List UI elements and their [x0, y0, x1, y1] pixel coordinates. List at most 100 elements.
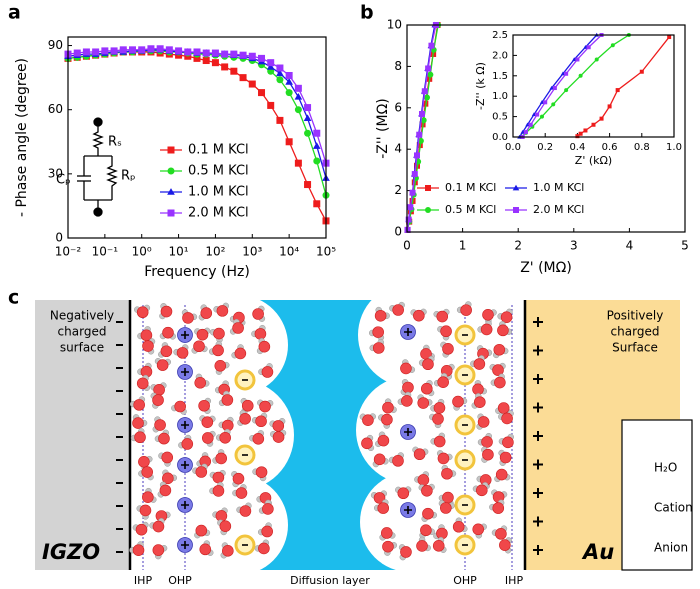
- x-tick-label: 10⁵: [316, 245, 336, 259]
- oxygen: [382, 540, 394, 553]
- electrode-label: IGZO: [42, 540, 100, 564]
- y-tick-label: 10: [387, 18, 402, 32]
- marker: [258, 54, 266, 62]
- oxygen: [472, 523, 485, 536]
- marker: [276, 116, 284, 124]
- legend-label: Anion: [654, 541, 688, 555]
- oxygen: [136, 306, 149, 319]
- marker: [549, 85, 554, 90]
- oxygen: [437, 452, 450, 465]
- x-tick-label: 0.4: [569, 142, 585, 153]
- plus-sign: [181, 461, 189, 469]
- oxygen: [437, 376, 449, 388]
- oxygen: [174, 400, 186, 413]
- plus-sign: [181, 541, 189, 549]
- x-tick-label: 4: [626, 239, 634, 253]
- x-tick-label: 0.8: [634, 142, 650, 153]
- oxygen: [380, 527, 393, 539]
- marker: [528, 122, 533, 127]
- oxygen: [432, 413, 444, 425]
- marker: [425, 185, 431, 191]
- oxygen: [152, 544, 165, 556]
- marker: [167, 209, 175, 217]
- marker: [239, 74, 247, 82]
- marker: [610, 43, 615, 48]
- oxygen: [452, 520, 465, 533]
- plus-sign: [404, 506, 412, 514]
- inset-bg: [513, 35, 674, 137]
- oxygen: [255, 466, 268, 478]
- surface-charge: [533, 402, 543, 413]
- surface-charge: [533, 488, 543, 498]
- oxygen: [162, 472, 174, 485]
- oxygen: [420, 382, 433, 395]
- oxygen: [499, 451, 512, 464]
- plot-frame: [406, 24, 686, 233]
- marker: [147, 45, 155, 53]
- y-tick-label: 4: [394, 142, 402, 156]
- marker: [564, 71, 569, 76]
- x-tick-label: 2: [514, 239, 522, 253]
- oxygen: [133, 399, 145, 411]
- oxygen: [495, 468, 508, 481]
- oxygen: [213, 327, 225, 340]
- y-tick-label: 60: [48, 102, 63, 116]
- oxygen: [252, 308, 264, 320]
- marker: [586, 45, 591, 50]
- legend-label: 0.5 M KCl: [445, 203, 496, 216]
- oxygen: [212, 485, 225, 497]
- surface-charge: [533, 317, 543, 327]
- oxygen: [132, 544, 145, 556]
- marker: [175, 47, 183, 55]
- oxygen: [214, 359, 227, 372]
- x-tick-label: 10³: [242, 245, 262, 259]
- oxygen: [433, 402, 446, 414]
- y-tick-label: 0: [394, 225, 402, 239]
- oxygen: [216, 305, 229, 317]
- oxygen: [200, 307, 213, 319]
- x-tick-label: 10²: [205, 245, 225, 259]
- circuit-label: Rₛ: [108, 135, 122, 150]
- marker: [128, 46, 136, 54]
- x-tick-label: 0: [403, 239, 411, 253]
- plus-sign: [404, 428, 412, 436]
- oxygen: [482, 309, 494, 321]
- marker: [425, 207, 431, 213]
- layer-label: OHP: [168, 574, 192, 587]
- y-tick-label: 2: [394, 183, 402, 197]
- y-tick-label: 0.0: [492, 132, 508, 143]
- resistor: [92, 126, 104, 156]
- oxygen: [500, 311, 513, 323]
- marker: [276, 69, 284, 77]
- oxygen: [219, 431, 231, 444]
- marker: [421, 88, 428, 95]
- marker: [512, 184, 520, 191]
- oxygen: [495, 528, 507, 540]
- oxygen: [272, 420, 285, 432]
- oxygen: [477, 416, 490, 428]
- oxygen: [232, 472, 245, 485]
- marker: [193, 48, 201, 56]
- marker: [543, 100, 548, 105]
- marker: [167, 146, 175, 154]
- marker: [607, 104, 612, 109]
- marker: [258, 89, 266, 97]
- oxygen: [480, 323, 493, 336]
- electrode-label: Au: [581, 540, 614, 564]
- marker: [313, 200, 321, 208]
- oxygen: [201, 416, 214, 428]
- layer-label: OHP: [453, 574, 477, 587]
- oxygen: [440, 502, 452, 514]
- y-axis-title: -Z'' (k Ω): [474, 62, 487, 110]
- oxygen: [373, 492, 386, 504]
- plot-frame: [67, 36, 327, 239]
- oxygen: [373, 453, 386, 466]
- legend-label: Cation: [654, 501, 693, 515]
- y-tick-label: 2.0: [492, 50, 508, 61]
- oxygen: [160, 305, 173, 318]
- surface-charge: [533, 374, 543, 384]
- marker: [239, 51, 247, 59]
- marker: [167, 188, 175, 195]
- marker: [266, 63, 275, 70]
